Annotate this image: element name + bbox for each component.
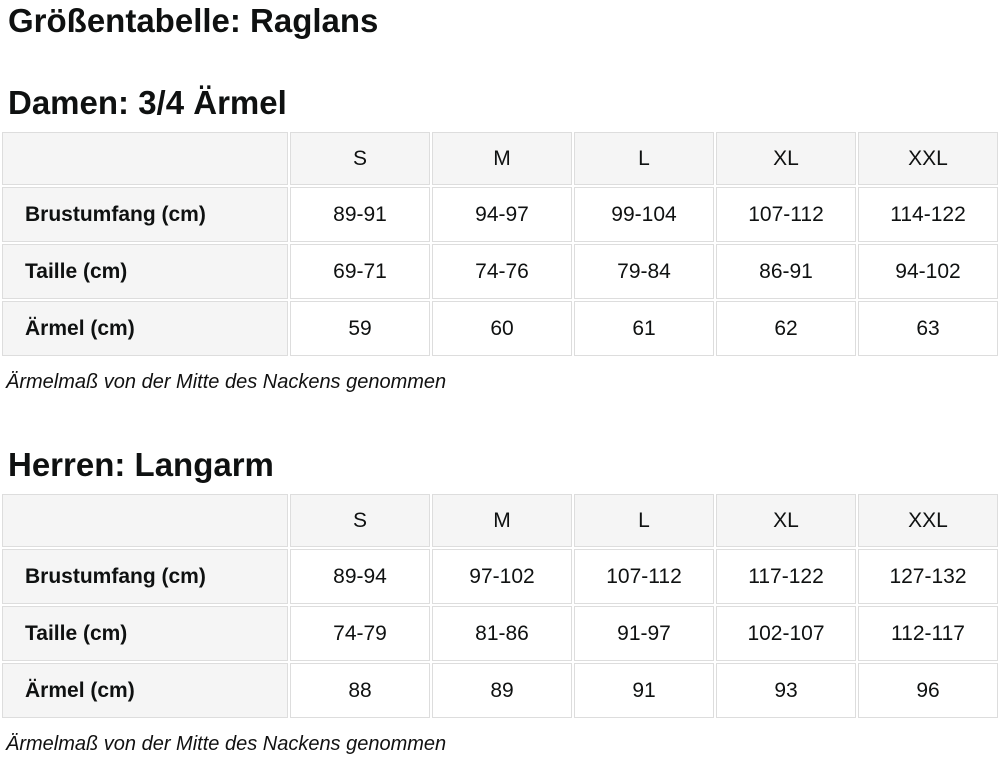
table-row-aermel: Ärmel (cm) 88 89 91 93 96 xyxy=(2,663,998,718)
cell-value: 59 xyxy=(290,301,430,356)
row-label: Taille (cm) xyxy=(2,606,288,661)
corner-cell xyxy=(2,494,288,547)
cell-value: 74-79 xyxy=(290,606,430,661)
cell-value: 61 xyxy=(574,301,714,356)
column-header-xxl: XXL xyxy=(858,132,998,185)
cell-value: 97-102 xyxy=(432,549,572,604)
cell-value: 102-107 xyxy=(716,606,856,661)
table-row-brustumfang: Brustumfang (cm) 89-91 94-97 99-104 107-… xyxy=(2,187,998,242)
section-title-herren: Herren: Langarm xyxy=(8,446,274,483)
column-header-l: L xyxy=(574,494,714,547)
cell-value: 62 xyxy=(716,301,856,356)
column-header-m: M xyxy=(432,132,572,185)
column-header-s: S xyxy=(290,494,430,547)
header-row: S M L XL XXL xyxy=(2,494,998,547)
size-table-damen-header: S M L XL XXL xyxy=(2,132,998,185)
header-row: S M L XL XXL xyxy=(2,132,998,185)
column-header-xxl: XXL xyxy=(858,494,998,547)
size-table-damen: S M L XL XXL Brustumfang (cm) 89-91 94-9… xyxy=(0,130,1000,358)
cell-value: 89 xyxy=(432,663,572,718)
cell-value: 91-97 xyxy=(574,606,714,661)
corner-cell xyxy=(2,132,288,185)
table-row-taille: Taille (cm) 69-71 74-76 79-84 86-91 94-1… xyxy=(2,244,998,299)
cell-value: 91 xyxy=(574,663,714,718)
size-table-herren: S M L XL XXL Brustumfang (cm) 89-94 97-1… xyxy=(0,492,1000,720)
sleeve-measure-footnote-herren: Ärmelmaß von der Mitte des Nackens genom… xyxy=(6,733,447,755)
cell-value: 117-122 xyxy=(716,549,856,604)
cell-value: 89-91 xyxy=(290,187,430,242)
column-header-s: S xyxy=(290,132,430,185)
column-header-l: L xyxy=(574,132,714,185)
cell-value: 94-97 xyxy=(432,187,572,242)
cell-value: 86-91 xyxy=(716,244,856,299)
cell-value: 112-117 xyxy=(858,606,998,661)
row-label: Brustumfang (cm) xyxy=(2,549,288,604)
cell-value: 79-84 xyxy=(574,244,714,299)
page-title: Größentabelle: Raglans xyxy=(8,2,379,39)
column-header-xl: XL xyxy=(716,494,856,547)
row-label: Ärmel (cm) xyxy=(2,663,288,718)
table-row-aermel: Ärmel (cm) 59 60 61 62 63 xyxy=(2,301,998,356)
cell-value: 89-94 xyxy=(290,549,430,604)
row-label: Ärmel (cm) xyxy=(2,301,288,356)
section-title-damen: Damen: 3/4 Ärmel xyxy=(8,84,287,121)
cell-value: 81-86 xyxy=(432,606,572,661)
table-row-brustumfang: Brustumfang (cm) 89-94 97-102 107-112 11… xyxy=(2,549,998,604)
cell-value: 114-122 xyxy=(858,187,998,242)
column-header-m: M xyxy=(432,494,572,547)
cell-value: 69-71 xyxy=(290,244,430,299)
cell-value: 127-132 xyxy=(858,549,998,604)
cell-value: 88 xyxy=(290,663,430,718)
size-table-herren-header: S M L XL XXL xyxy=(2,494,998,547)
cell-value: 96 xyxy=(858,663,998,718)
cell-value: 74-76 xyxy=(432,244,572,299)
table-row-taille: Taille (cm) 74-79 81-86 91-97 102-107 11… xyxy=(2,606,998,661)
sleeve-measure-footnote-damen: Ärmelmaß von der Mitte des Nackens genom… xyxy=(6,371,447,393)
cell-value: 63 xyxy=(858,301,998,356)
cell-value: 94-102 xyxy=(858,244,998,299)
row-label: Brustumfang (cm) xyxy=(2,187,288,242)
cell-value: 99-104 xyxy=(574,187,714,242)
column-header-xl: XL xyxy=(716,132,856,185)
cell-value: 93 xyxy=(716,663,856,718)
row-label: Taille (cm) xyxy=(2,244,288,299)
cell-value: 107-112 xyxy=(574,549,714,604)
cell-value: 107-112 xyxy=(716,187,856,242)
cell-value: 60 xyxy=(432,301,572,356)
